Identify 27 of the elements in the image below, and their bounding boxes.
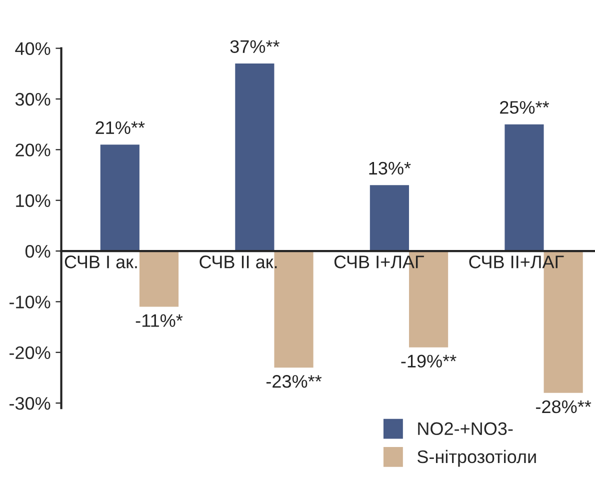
data-label: -11%* [136,314,183,327]
y-tick-label: 0% [25,244,50,258]
data-label: -28%** [536,400,592,414]
y-tick-label: 40% [15,42,50,56]
y-tick-label: 10% [16,194,50,208]
data-label: 37%** [230,40,280,53]
legend-label: NO2-+NO3- [418,422,513,436]
data-label: -23%** [266,375,322,388]
bar [235,64,274,252]
y-tick-label: 20% [16,144,50,156]
y-tick-label: -20% [10,346,50,360]
bar [504,124,544,252]
x-tick-label: СЧВ II ак. [200,256,277,268]
legend-label: S-нітрозотіоли [417,450,536,467]
data-label: -19%** [401,354,456,368]
y-tick-label: 30% [15,92,50,106]
bar [139,251,179,307]
bar [370,185,410,252]
bar [100,144,140,252]
data-label: 21%** [96,121,145,134]
y-tick-label: -30% [10,397,50,410]
data-label: 25%** [500,101,550,114]
x-tick-label: СЧВ I+ЛАГ [334,256,424,268]
x-tick-label: СЧВ I ак. [64,256,137,268]
x-tick-label: СЧВ II+ЛАГ [469,256,564,268]
y-tick-label: -10% [10,296,50,308]
data-label: 13%* [369,162,411,175]
